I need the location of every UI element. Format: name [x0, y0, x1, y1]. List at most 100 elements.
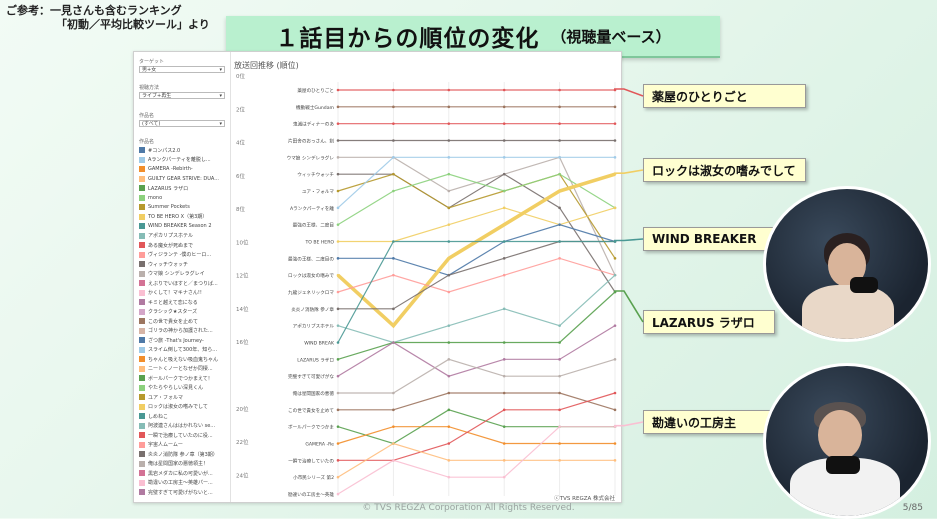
legend-text: ウィッチウォッチ	[148, 261, 189, 268]
data-point	[392, 391, 395, 395]
data-point	[336, 223, 340, 226]
data-point	[392, 105, 395, 109]
data-point	[336, 172, 340, 176]
series-label: ユア・フォルマ	[302, 189, 335, 195]
legend-swatch	[139, 413, 145, 419]
legend-item[interactable]: ロックは淑女の嗜みでして	[139, 403, 228, 411]
target-label: ターゲット	[139, 59, 165, 65]
legend-text: この世で貴女を止めて	[148, 318, 199, 325]
legend-item[interactable]: ある魔女が死ぬまで	[139, 241, 228, 249]
legend-item[interactable]: ざつ旅 -That's Journey-	[139, 336, 228, 344]
data-point	[502, 206, 506, 210]
series-label: 一瞬で治療していたの	[288, 457, 334, 464]
legend-swatch	[139, 327, 145, 334]
legend-item[interactable]: WIND BREAKER Season 2	[139, 222, 228, 230]
legend-item[interactable]: ちゃんと吸えない吸血鬼ちゃん	[139, 355, 228, 363]
y-tick-label: 6位	[236, 172, 245, 180]
series-label: 薬屋のひとりごと	[297, 87, 334, 94]
reference-note-line1: ご参考：一見さんも含むランキング	[6, 4, 182, 17]
legend-item[interactable]: 勘違いの工房主～英雄パー...	[139, 479, 228, 487]
legend-item[interactable]: 俺は星間国家の悪徳領主！	[139, 460, 228, 468]
data-point	[447, 475, 451, 479]
target-select[interactable]: 男+女 ▾	[139, 66, 225, 73]
legend-label: 作品名	[139, 139, 155, 145]
legend-item[interactable]: #コンパス2.0	[139, 146, 228, 154]
legend-item[interactable]: えぶりでいほすと／まつりば...	[139, 279, 228, 287]
legend-item[interactable]: Summer Pockets	[139, 203, 228, 211]
legend-item[interactable]: 一瞬で治療していたのに役...	[139, 431, 228, 439]
legend-item[interactable]: ニートくノ一となぜか同棲...	[139, 365, 228, 373]
legend-item[interactable]: 炎炎ノ消防隊 参ノ章（第3期）	[139, 450, 228, 458]
legend-text: えぶりでいほすと／まつりば...	[148, 280, 218, 287]
legend-item[interactable]: ゴリラの神から加護された...	[139, 327, 228, 335]
legend-item[interactable]: この世で貴女を止めて	[139, 317, 228, 325]
legend-text: 勘違いの工房主～英雄パー...	[148, 480, 213, 486]
y-tick-label: 0位	[236, 72, 245, 80]
data-point	[613, 442, 617, 445]
data-point	[336, 492, 340, 496]
legend-item[interactable]: mono	[139, 194, 228, 202]
data-point	[447, 358, 451, 361]
series-line	[338, 392, 616, 411]
legend-item[interactable]: 阿波連さんははかれない se...	[139, 422, 228, 430]
legend-item[interactable]: ユア・フォルマ	[139, 393, 228, 401]
legend-item[interactable]: ウィッチウォッチ	[139, 260, 228, 268]
y-tick-label: 12位	[236, 272, 249, 280]
data-point	[392, 341, 395, 344]
legend-item[interactable]: アポカリプスホテル	[139, 232, 228, 240]
legend-swatch	[139, 422, 145, 429]
legend-item[interactable]: かくして！マキナさん!!	[139, 289, 228, 297]
data-point	[558, 341, 561, 344]
legend-text: Aランクパーティを離脱し...	[148, 157, 211, 163]
legend-swatch	[139, 299, 145, 305]
data-point	[336, 273, 340, 277]
data-point	[558, 240, 561, 243]
works-select[interactable]: (すべて) ▾	[139, 120, 225, 127]
legend-swatch	[139, 270, 145, 277]
data-point	[558, 139, 561, 142]
legend-item[interactable]: ヴィジランテ -僕のヒーロ...	[139, 251, 228, 259]
legend-item[interactable]: TO BE HERO X（第3期）	[139, 213, 228, 221]
legend-item[interactable]: 完璧すぎて可愛げがないと...	[139, 488, 228, 496]
data-point	[502, 223, 506, 226]
data-point	[447, 459, 451, 462]
data-point	[502, 408, 506, 412]
legend-swatch	[139, 166, 145, 172]
legend-item[interactable]: GUILTY GEAR STRIVE: DUA...	[139, 175, 228, 183]
legend-swatch	[139, 479, 145, 486]
data-point	[558, 257, 561, 260]
data-point	[502, 105, 506, 109]
dashboard-panel: ターゲット 男+女 ▾ 視聴方法 ライブ+再生 ▾ 作品名 (すべて) ▾ 作品名 #…	[133, 51, 622, 503]
legend-item[interactable]: スライム倒して300年、知ら...	[139, 346, 228, 354]
callout-kusuriya-text: 薬屋のひとりごと	[652, 89, 748, 104]
callout-kanchigai-text: 勘違いの工房主	[652, 415, 737, 430]
legend-item[interactable]: ボールパークでつかまえて！	[139, 374, 228, 382]
legend-item[interactable]: しめねこ	[139, 412, 228, 420]
method-select[interactable]: ライブ+再生 ▾	[139, 92, 225, 99]
legend-item[interactable]: 宇宙人ムームー	[139, 441, 228, 449]
legend-item[interactable]: キミと越えて恋になる	[139, 298, 228, 306]
legend-swatch	[139, 337, 145, 343]
legend-item[interactable]: Aランクパーティを離脱し...	[139, 156, 228, 164]
series-line	[337, 426, 615, 495]
data-point	[502, 139, 506, 142]
series-line	[338, 240, 615, 310]
legend-item[interactable]: LAZARUS ラザロ	[139, 184, 228, 192]
legend-item[interactable]: 黒岩メダカに私の可愛いが...	[139, 469, 228, 477]
rank-line-chart: 0位 2位 4位 6位 8位 10位 12位 14位 16位 20位 22位 24位 薬屋のひとりごと機…	[236, 72, 617, 502]
data-point	[502, 425, 506, 428]
legend-swatch	[139, 204, 145, 210]
legend-text: やたらやらしい深見くん	[148, 385, 204, 391]
series-label: Aランクパーティを離	[290, 205, 334, 212]
legend-text: GUILTY GEAR STRIVE: DUA...	[148, 175, 219, 182]
legend-item[interactable]: ウマ娘 シンデレラグレイ	[139, 270, 228, 278]
legend-swatch	[139, 470, 145, 476]
data-point	[447, 290, 451, 294]
webcam-presenter-2	[763, 363, 931, 519]
y-tick-label: 14位	[236, 305, 249, 313]
legend-item[interactable]: やたらやらしい深見くん	[139, 384, 228, 392]
data-point	[613, 273, 617, 277]
legend-item[interactable]: クラシック★スターズ	[139, 308, 228, 316]
legend-item[interactable]: GAMERA -Rebirth-	[139, 165, 228, 173]
data-point	[447, 206, 451, 210]
